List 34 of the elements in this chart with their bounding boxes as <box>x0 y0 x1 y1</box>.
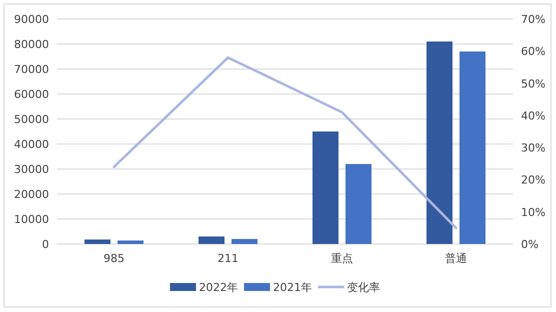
y2-tick-label: 40% <box>521 109 546 122</box>
bar <box>346 164 372 244</box>
y-tick-label: 90000 <box>14 13 49 26</box>
legend-label: 2021年 <box>273 281 312 294</box>
bar <box>312 132 338 244</box>
bar <box>460 52 486 244</box>
y-tick-label: 0 <box>42 238 49 251</box>
legend-label: 变化率 <box>347 281 380 294</box>
legend-label: 2022年 <box>199 281 238 294</box>
y2-tick-label: 50% <box>521 77 546 90</box>
bar <box>198 236 224 244</box>
bar <box>232 239 258 244</box>
y-tick-label: 50000 <box>14 113 49 126</box>
y-tick-label: 40000 <box>14 138 49 151</box>
y-tick-label: 70000 <box>14 63 49 76</box>
y-tick-label: 20000 <box>14 188 49 201</box>
y2-tick-label: 10% <box>521 206 546 219</box>
y-tick-label: 30000 <box>14 163 49 176</box>
y2-tick-label: 0% <box>521 238 538 251</box>
y2-tick-label: 70% <box>521 13 546 26</box>
y-tick-label: 80000 <box>14 38 49 51</box>
y2-tick-label: 30% <box>521 142 546 155</box>
y-tick-label: 60000 <box>14 88 49 101</box>
y-tick-label: 10000 <box>14 213 49 226</box>
bar <box>84 240 110 244</box>
line-series <box>112 56 458 230</box>
y2-tick-label: 60% <box>521 45 546 58</box>
x-tick-label: 985 <box>104 252 124 265</box>
x-tick-label: 普通 <box>445 252 467 265</box>
bar <box>118 240 144 244</box>
bar <box>426 42 452 244</box>
x-tick-label: 重点 <box>331 252 353 265</box>
y2-tick-label: 20% <box>521 174 546 187</box>
x-tick-label: 211 <box>218 252 238 265</box>
